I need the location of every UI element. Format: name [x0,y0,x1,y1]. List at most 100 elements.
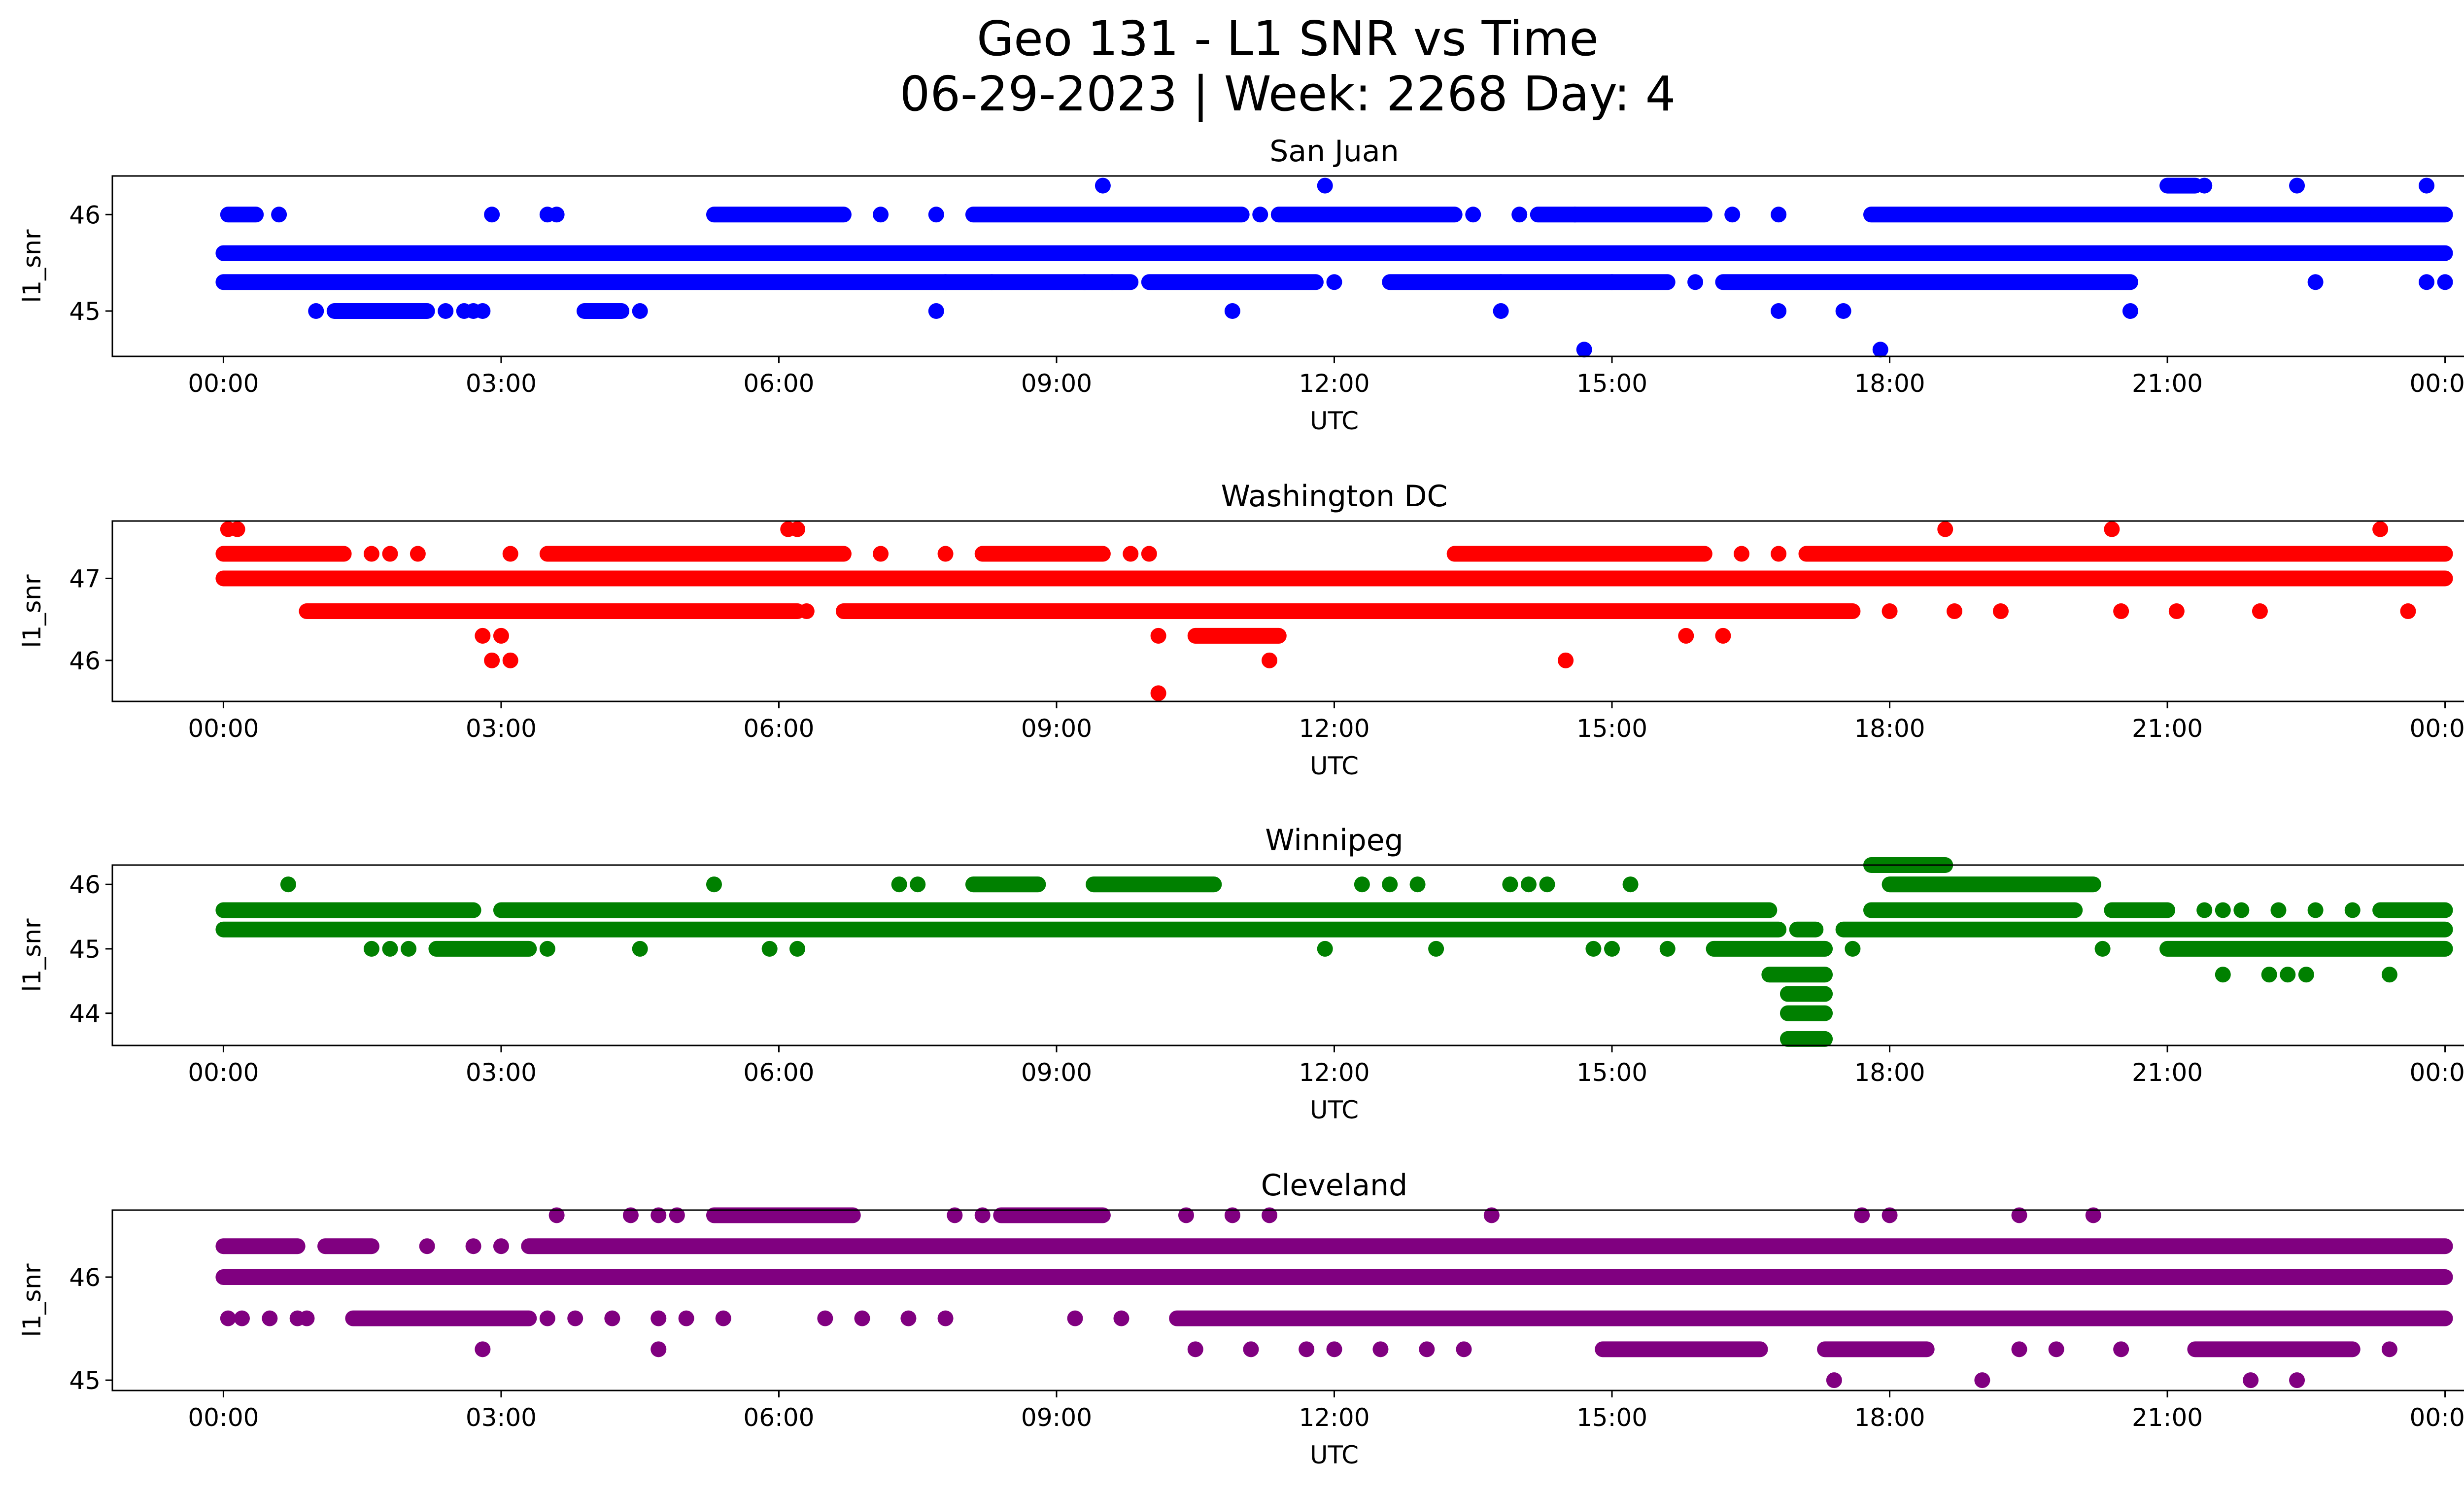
x-tick-label: 15:00 [1576,369,1647,398]
subplot-4: 00:00 03:00 06:00 09:00 12:00 15:00 18:00 21:00… [18,1168,2464,1469]
data-point [2252,603,2268,619]
series-points [215,1207,2453,1389]
data-point [1724,207,1741,223]
data-point-run [1882,876,2101,893]
data-point-run [1780,1005,1833,1021]
subplot-1: 00:00 03:00 06:00 09:00 12:00 15:00 18:00 21:00… [18,134,2464,435]
data-point [1317,177,1333,194]
data-point [1317,940,1333,957]
data-point-run [2159,177,2203,194]
data-point [1493,274,1509,290]
data-point-run [539,546,852,562]
data-point [2280,967,2296,983]
data-point [1771,207,1787,223]
data-point [937,274,954,290]
x-tick-label: 09:00 [1021,1403,1092,1432]
data-point [493,1238,509,1254]
y-tick-label: 46 [69,201,101,229]
data-point [2307,274,2324,290]
data-point [1539,876,1555,893]
data-point-run [215,274,1000,290]
axes-frame [111,175,2464,357]
data-point [891,876,907,893]
data-point [1854,1207,1870,1223]
data-point-run [2187,1341,2361,1357]
data-point-run [299,603,806,619]
data-point [1095,177,1111,194]
data-point-run [1817,1341,1935,1357]
data-point-run [493,902,1778,918]
data-point [1409,876,1426,893]
x-tick-label: 06:00 [743,369,814,398]
data-point [2298,967,2314,983]
x-tick-label: 06:00 [743,1403,814,1432]
data-point [299,1310,315,1326]
data-point [1992,603,2009,619]
data-point [2196,177,2213,194]
x-tick-label: 09:00 [1021,369,1092,398]
x-axis-label: UTC [1310,1441,1359,1469]
x-tick-label: 00:00 [188,714,259,743]
data-point [854,1310,870,1326]
x-tick-label: 03:00 [466,714,537,743]
data-point [650,1310,667,1326]
data-point-run [993,1207,1111,1223]
data-point [539,1310,555,1326]
data-point [1354,876,1370,893]
data-point [2122,303,2138,319]
data-point-run [428,940,537,957]
data-point [1659,940,1676,957]
data-point [974,1207,991,1223]
data-point [1567,207,1583,223]
data-point [1150,627,1166,644]
data-point [548,1207,565,1223]
data-point [1419,1341,1435,1357]
data-point-run [1835,921,2453,938]
y-tick-label: 45 [69,935,101,964]
data-point [1576,342,1592,358]
data-point-run [220,207,264,223]
data-point [1604,940,1620,957]
x-tick-label: 21:00 [2132,369,2203,398]
x-tick-label: 18:00 [1854,1058,1925,1087]
data-point [632,303,648,319]
data-point [1428,940,1444,957]
data-point [382,940,398,957]
data-point [1150,685,1166,701]
data-point-run [706,1207,861,1223]
data-point [2048,1341,2064,1357]
data-point-run [1141,274,1324,290]
data-point [789,940,806,957]
x-axis-label: UTC [1310,407,1359,435]
series-points [215,857,2453,1047]
data-point [1178,1207,1194,1223]
data-point-run [317,1238,379,1254]
data-point [220,1310,236,1326]
data-point [1678,627,1694,644]
x-tick-label: 00:00 [2410,1058,2464,1087]
data-point [947,1207,963,1223]
data-point [1067,1310,1083,1326]
data-point [1974,1372,1990,1389]
data-point [1622,876,1639,893]
data-point-run [215,921,1787,938]
data-point-run [215,902,481,918]
data-point [539,940,555,957]
data-point-run [965,876,1046,893]
data-point [1456,1341,1472,1357]
data-point [1483,1207,1500,1223]
data-point [410,546,426,562]
data-point [475,303,491,319]
data-point-run [965,207,1250,223]
data-point [2011,1341,2027,1357]
data-point [1826,1372,1842,1389]
data-point-run [1187,627,1287,644]
data-point [632,940,648,957]
data-point [761,940,778,957]
data-point [650,1341,667,1357]
data-point [2419,274,2435,290]
data-point [2094,940,2111,957]
data-point [567,1310,583,1326]
x-tick-label: 09:00 [1021,1058,1092,1087]
